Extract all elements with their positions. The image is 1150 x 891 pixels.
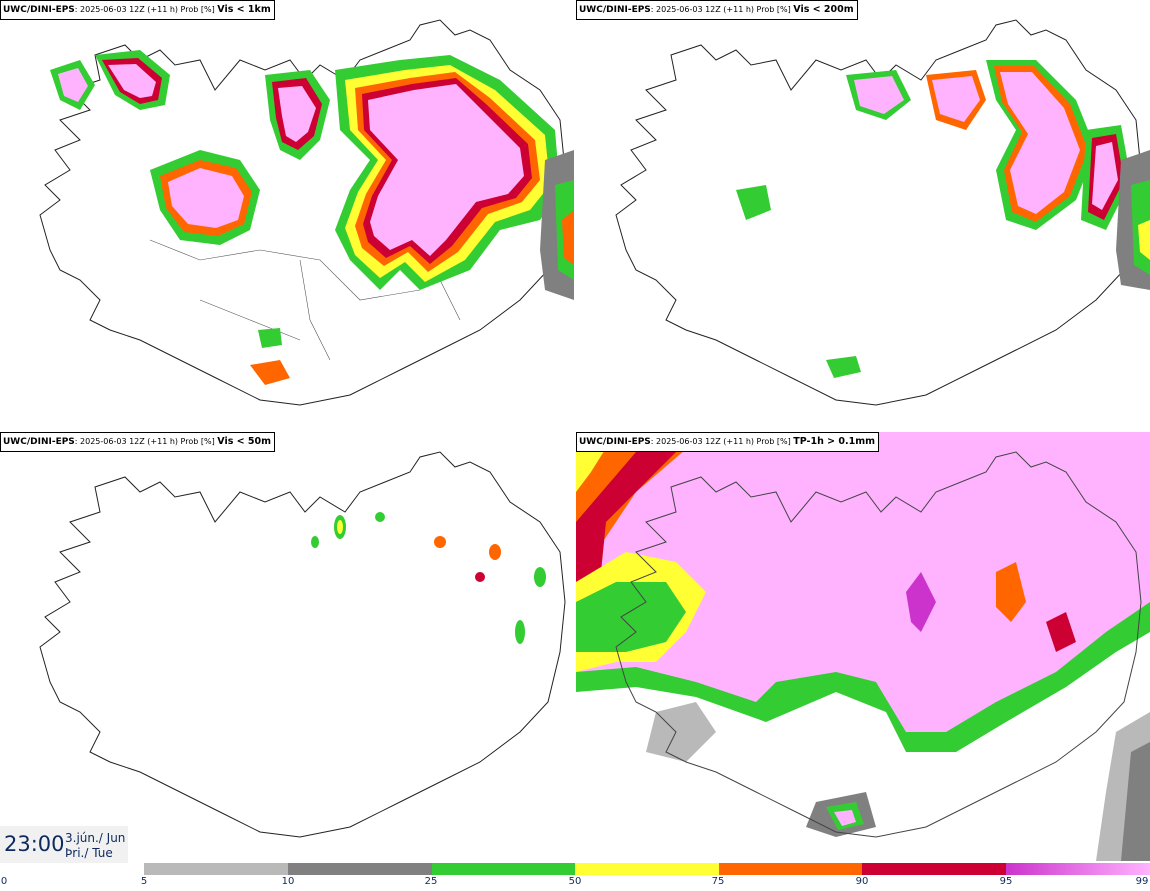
map-vis-1km (39, 19, 574, 406)
colorbar-segment-50-75 (575, 863, 719, 875)
colorbar-segment-10-25 (288, 863, 432, 875)
colorbar-tick: 99 (1135, 876, 1149, 887)
map-panel-vis-1km: UWC/DINI-EPS: 2025-06-03 12Z (+11 h) Pro… (0, 0, 574, 429)
colorbar-segment-5-10 (144, 863, 288, 875)
prob-shading (50, 50, 574, 385)
variable-name: TP-1h > 0.1mm (793, 436, 876, 447)
iceland-outline (39, 19, 566, 406)
map-panel-vis-50m: UWC/DINI-EPS: 2025-06-03 12Z (+11 h) Pro… (0, 432, 574, 861)
model-name: UWC/DINI-EPS (579, 437, 651, 447)
colorbar-tick: 10 (281, 876, 295, 887)
colorbar-tick: 95 (999, 876, 1013, 887)
model-name: UWC/DINI-EPS (3, 5, 75, 15)
panel-title: UWC/DINI-EPS: 2025-06-03 12Z (+11 h) Pro… (576, 0, 858, 20)
iceland-outline (615, 19, 1142, 406)
colorbar-segment-25-50 (432, 863, 575, 875)
map-panel-tp-1h: UWC/DINI-EPS: 2025-06-03 12Z (+11 h) Pro… (576, 432, 1150, 861)
probability-colorbar (144, 863, 1150, 875)
map-tp-1h (576, 432, 1150, 861)
prob-shading (736, 60, 1150, 378)
run-meta: : 2025-06-03 12Z (+11 h) Prob [%] (74, 437, 218, 446)
colorbar-segment-95-99 (1006, 863, 1150, 875)
panel-title: UWC/DINI-EPS: 2025-06-03 12Z (+11 h) Pro… (576, 432, 880, 452)
variable-name: Vis < 1km (217, 4, 271, 15)
map-vis-200m (615, 19, 1150, 406)
model-name: UWC/DINI-EPS (579, 5, 651, 15)
colorbar-tick: 25 (424, 876, 438, 887)
valid-time: 23:00 (4, 832, 65, 856)
run-meta: : 2025-06-03 12Z (+11 h) Prob [%] (74, 5, 218, 14)
valid-date-line1: 3.jún./ Jun (65, 831, 126, 845)
prob-shading (576, 432, 706, 582)
colorbar-segment-90-95 (862, 863, 1006, 875)
map-vis-50m (39, 451, 566, 838)
map-panel-vis-200m: UWC/DINI-EPS: 2025-06-03 12Z (+11 h) Pro… (576, 0, 1150, 429)
colorbar-tick: 90 (855, 876, 869, 887)
variable-name: Vis < 50m (217, 436, 272, 447)
iceland-outline (39, 451, 566, 838)
colorbar-tick: 75 (711, 876, 725, 887)
model-name: UWC/DINI-EPS (3, 437, 75, 447)
panel-title: UWC/DINI-EPS: 2025-06-03 12Z (+11 h) Pro… (0, 0, 275, 20)
colorbar-tick: 50 (568, 876, 582, 887)
prob-shading (311, 512, 546, 644)
run-meta: : 2025-06-03 12Z (+11 h) Prob [%] (650, 5, 794, 14)
panel-title: UWC/DINI-EPS: 2025-06-03 12Z (+11 h) Pro… (0, 432, 276, 452)
valid-date-line2: Þri./ Tue (65, 846, 113, 860)
iceland-outline (615, 451, 1142, 838)
variable-name: Vis < 200m (793, 4, 854, 15)
colorbar-tick: 5 (140, 876, 148, 887)
colorbar-tick: 0 (0, 876, 8, 887)
region-boundaries (149, 229, 461, 361)
colorbar-segment-75-90 (719, 863, 862, 875)
valid-time-box: 23:00 3.jún./ Jun Þri./ Tue (0, 826, 128, 863)
run-meta: : 2025-06-03 12Z (+11 h) Prob [%] (650, 437, 794, 446)
